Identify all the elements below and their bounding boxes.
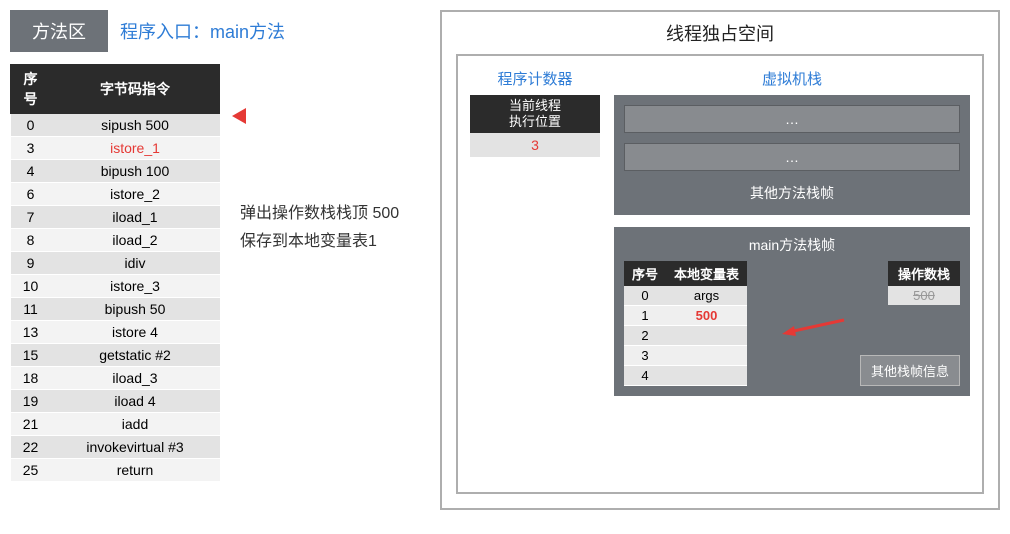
local-var-table: 序号 本地变量表 0args1500234 <box>624 261 747 386</box>
pc-header: 当前线程 执行位置 <box>470 95 600 133</box>
table-row: 10istore_3 <box>11 275 220 298</box>
bytecode-col-seq: 序号 <box>11 65 51 114</box>
table-row: 3 <box>624 346 747 366</box>
program-counter-table: 当前线程 执行位置 3 <box>470 95 600 157</box>
method-area-panel: 方法区 程序入口：main方法 序号 字节码指令 0sipush 5003ist… <box>10 10 430 482</box>
program-entry-label: 程序入口：main方法 <box>120 18 285 44</box>
table-row: 19iload 4 <box>11 390 220 413</box>
thread-inner-box: 程序计数器 当前线程 执行位置 3 虚拟机栈 … … 其他方法栈帧 main方法… <box>456 54 984 494</box>
annotation-line2: 保存到本地变量表1 <box>240 228 399 256</box>
arrow-icon <box>779 316 849 336</box>
table-row: 4 <box>624 366 747 386</box>
pc-value: 3 <box>470 133 600 157</box>
table-row: 2 <box>624 326 747 346</box>
lv-col-seq: 序号 <box>624 261 666 286</box>
annotation-text: 弹出操作数栈栈顶 500 保存到本地变量表1 <box>240 200 399 256</box>
table-row: 11bipush 50 <box>11 298 220 321</box>
stack-frame-slot: … <box>624 143 960 171</box>
thread-space-title: 线程独占空间 <box>456 20 984 46</box>
operand-stack-table: 操作数栈 500 <box>888 261 960 305</box>
table-row: 0sipush 500 <box>11 114 220 137</box>
instruction-pointer-icon <box>232 108 246 124</box>
lv-col-val: 本地变量表 <box>666 261 747 286</box>
table-row: 18iload_3 <box>11 367 220 390</box>
op-col-header: 操作数栈 <box>888 261 960 286</box>
table-row: 15getstatic #2 <box>11 344 220 367</box>
thread-space-panel: 线程独占空间 程序计数器 当前线程 执行位置 3 虚拟机栈 … … 其他方法栈帧… <box>440 10 1000 510</box>
table-row: 9idiv <box>11 252 220 275</box>
table-row: 1500 <box>624 306 747 326</box>
table-row: 25return <box>11 459 220 482</box>
other-frames-label: 其他方法栈帧 <box>624 181 960 205</box>
bytecode-table: 序号 字节码指令 0sipush 5003istore_14bipush 100… <box>10 64 220 482</box>
table-row: 6istore_2 <box>11 183 220 206</box>
table-row: 500 <box>888 286 960 305</box>
main-frame-title: main方法栈帧 <box>624 235 960 255</box>
table-row: 22invokevirtual #3 <box>11 436 220 459</box>
table-row: 3istore_1 <box>11 137 220 160</box>
bytecode-col-instr: 字节码指令 <box>51 65 220 114</box>
method-area-label: 方法区 <box>10 10 108 52</box>
table-row: 21iadd <box>11 413 220 436</box>
table-row: 4bipush 100 <box>11 160 220 183</box>
table-row: 7iload_1 <box>11 206 220 229</box>
annotation-line1: 弹出操作数栈栈顶 500 <box>240 200 399 228</box>
other-frame-info-label: 其他栈帧信息 <box>860 355 960 386</box>
vm-stack-title: 虚拟机栈 <box>614 68 970 89</box>
program-counter-title: 程序计数器 <box>470 68 600 89</box>
program-counter-box: 程序计数器 当前线程 执行位置 3 <box>470 68 600 480</box>
main-stack-frame: main方法栈帧 序号 本地变量表 0args1500234 <box>614 227 970 396</box>
stack-frames-container: … … 其他方法栈帧 <box>614 95 970 215</box>
vm-stack-box: 虚拟机栈 … … 其他方法栈帧 main方法栈帧 序号 本地变量表 0args1… <box>614 68 970 480</box>
method-area-header: 方法区 程序入口：main方法 <box>10 10 430 52</box>
table-row: 8iload_2 <box>11 229 220 252</box>
table-row: 0args <box>624 286 747 306</box>
table-row: 13istore 4 <box>11 321 220 344</box>
stack-frame-slot: … <box>624 105 960 133</box>
